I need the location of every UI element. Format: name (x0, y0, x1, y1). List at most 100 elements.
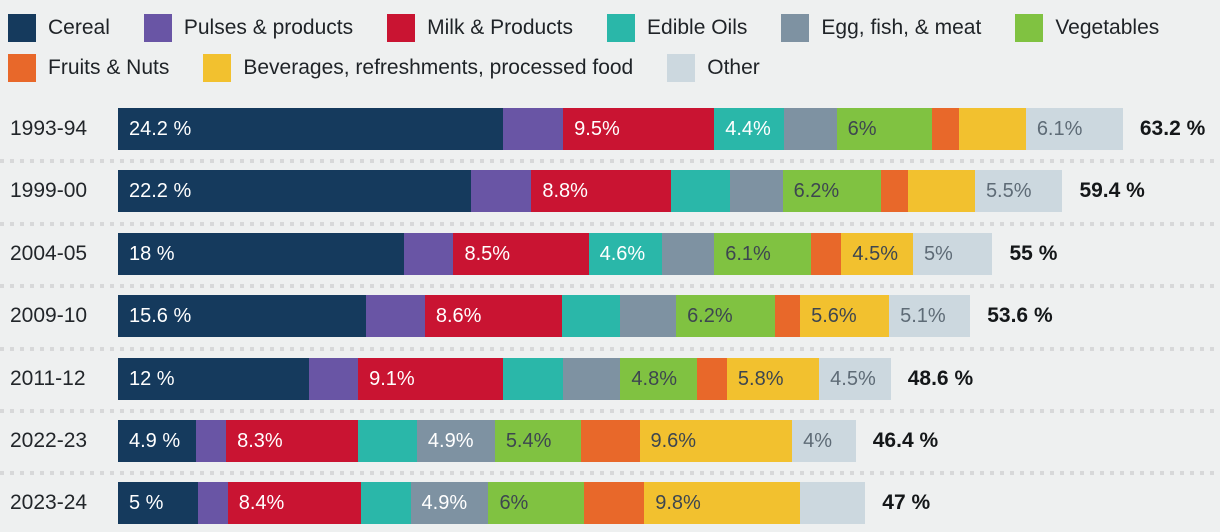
segment-value-label: 4.9 % (129, 430, 181, 452)
bar-segment-egg-fish-meat (620, 295, 677, 338)
row-separator (0, 221, 1220, 226)
bar-segment-vegetables: 6.1% (714, 232, 812, 275)
row-total-label: 48.6 % (907, 366, 974, 390)
segment-value-label: 4% (803, 430, 833, 452)
year-label: 1993-94 (10, 117, 88, 140)
row-total-label: 59.4 % (1079, 179, 1145, 203)
segment-value-label: 9.6% (650, 430, 697, 452)
bar-segment-vegetables: 6% (836, 108, 933, 150)
bar-segment-other: 5.1% (889, 295, 971, 338)
stacked-bar: 4.9 % 8.3% 4.9% 5.4% 9.6% 4% (118, 420, 856, 462)
bar-segment-edible-oils (561, 295, 621, 338)
legend-label-pulses-products: Pulses & products (183, 16, 354, 39)
row-separator (0, 346, 1220, 351)
bar-segment-fruits-nuts (932, 108, 960, 150)
segment-value-label: 4.5% (830, 367, 876, 390)
bar-segment-other: 5% (912, 232, 993, 275)
stacked-bar: 18 % 8.5% 4.6% 6.1% 4.5% 5% (118, 232, 993, 275)
legend-item-fruits-nuts: Fruits & Nuts (8, 54, 169, 82)
bar-segment-egg-fish-meat (563, 357, 621, 400)
row-total-label: 55 % (1009, 241, 1058, 265)
legend-label-other: Other (707, 56, 760, 79)
legend-label-fruits-nuts: Fruits & Nuts (48, 56, 170, 79)
segment-value-label: 4.4% (725, 118, 771, 140)
bar-segment-beverages-refreshments-processed-food: 5.8% (726, 357, 820, 400)
bar-segment-fruits-nuts (696, 357, 727, 400)
bar-segment-pulses-products (502, 108, 564, 150)
row-separator (0, 159, 1220, 164)
bar-segment-fruits-nuts (881, 170, 909, 213)
year-label: 2009-10 (10, 304, 88, 328)
bar-segment-pulses-products (308, 357, 359, 400)
bar-segment-vegetables: 4.8% (620, 357, 697, 400)
legend-item-other: Other (667, 54, 760, 82)
segment-value-label: 4.6% (599, 242, 646, 265)
legend-line-2: Fruits & Nuts Beverages, refreshments, pr… (8, 54, 1218, 82)
bar-segment-milk-products: 8.8% (531, 170, 672, 213)
legend-item-beverages-refreshments-processed-food: Beverages, refreshments, processed food (203, 54, 633, 82)
bar-segment-pulses-products (195, 420, 227, 462)
bar-segment-edible-oils: 4.6% (588, 232, 662, 275)
legend-item-vegetables: Vegetables (1015, 14, 1159, 42)
year-label: 2023-24 (10, 491, 88, 515)
segment-value-label: 15.6 % (129, 305, 192, 328)
stacked-bar: 24.2 % 9.5% 4.4% 6% 6.1% (118, 108, 1123, 150)
legend-item-pulses-products: Pulses & products (143, 14, 354, 42)
bar-segment-vegetables: 6.2% (782, 170, 882, 213)
bar-segment-other (800, 482, 866, 525)
segment-value-label: 8.4% (238, 492, 285, 515)
bar-segment-other: 5.5% (974, 170, 1063, 213)
bar-segment-edible-oils (671, 170, 731, 213)
segment-value-label: 4.5% (852, 242, 898, 265)
stacked-bar: 22.2 % 8.8% 6.2% 5.5% (118, 170, 1063, 213)
row-separator (0, 471, 1220, 476)
bar-segment-other: 6.1% (1025, 108, 1123, 150)
year-label: 2004-05 (10, 241, 88, 265)
legend-label-cereal: Cereal (48, 16, 110, 39)
segment-value-label: 9.8% (655, 492, 701, 515)
row-separator (0, 409, 1220, 413)
segment-value-label: 5% (923, 242, 953, 265)
legend-item-milk-products: Milk & Products (387, 14, 573, 42)
bar-row-2004-05: 2004-05 18 % 8.5% 4.6% 6.1% 4.5% 5% 55 % (0, 232, 1220, 275)
bar-segment-pulses-products (470, 170, 532, 213)
bar-segment-milk-products: 8.3% (226, 420, 359, 462)
segment-value-label: 5.5% (985, 180, 1032, 203)
year-label: 1999-00 (10, 179, 88, 203)
segment-value-label: 8.6% (435, 305, 482, 328)
bar-segment-beverages-refreshments-processed-food (908, 170, 975, 213)
bar-segment-other: 4.5% (819, 357, 891, 400)
bar-segment-cereal: 18 % (118, 232, 405, 275)
bar-segment-beverages-refreshments-processed-food: 9.8% (644, 482, 801, 525)
bar-segment-beverages-refreshments-processed-food: 4.5% (841, 232, 913, 275)
bar-segment-vegetables: 5.4% (494, 420, 581, 462)
bar-segment-egg-fish-meat (730, 170, 783, 213)
row-total-label: 47 % (882, 491, 931, 515)
segment-value-label: 5.1% (900, 305, 946, 328)
bar-segment-cereal: 15.6 % (118, 295, 367, 338)
segment-value-label: 24.2 % (129, 118, 192, 140)
segment-value-label: 6.2% (687, 305, 733, 328)
bar-segment-egg-fish-meat: 4.9% (410, 482, 489, 525)
bar-segment-pulses-products (366, 295, 425, 338)
segment-value-label: 18 % (129, 242, 175, 265)
segment-value-label: 9.5% (574, 118, 620, 140)
bar-segment-beverages-refreshments-processed-food: 5.6% (800, 295, 890, 338)
legend-item-cereal: Cereal (8, 14, 110, 42)
year-label: 2022-23 (10, 429, 88, 452)
bar-segment-egg-fish-meat (784, 108, 837, 150)
segment-value-label: 6.1% (1036, 118, 1083, 140)
bar-segment-fruits-nuts (583, 482, 645, 525)
segment-value-label: 12 % (129, 367, 175, 390)
segment-value-label: 4.8% (631, 367, 677, 390)
bar-segment-pulses-products (197, 482, 228, 525)
legend-label-edible-oils: Edible Oils (647, 16, 748, 39)
legend-swatch-egg-fish-meat (781, 14, 810, 42)
stacked-bar: 12 % 9.1% 4.8% 5.8% 4.5% (118, 357, 891, 400)
legend-label-egg-fish-meat: Egg, fish, & meat (821, 16, 982, 39)
segment-value-label: 9.1% (369, 367, 415, 390)
row-total-label: 63.2 % (1139, 117, 1206, 140)
bar-row-2009-10: 2009-10 15.6 % 8.6% 6.2% 5.6% 5.1% 53.6 % (0, 295, 1220, 338)
segment-value-label: 4.9% (421, 492, 468, 515)
